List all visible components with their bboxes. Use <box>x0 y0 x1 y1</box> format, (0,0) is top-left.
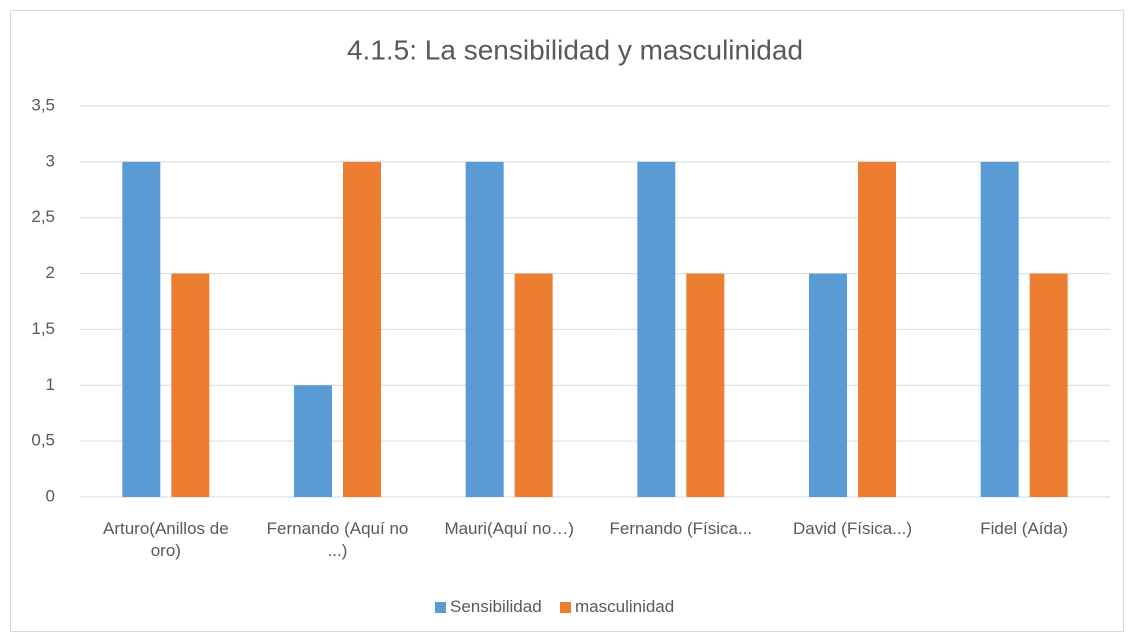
bar <box>858 161 896 497</box>
bar <box>465 161 504 497</box>
y-tick-label: 0 <box>46 486 55 505</box>
y-tick-label: 2,5 <box>31 207 55 226</box>
x-tick-label: Fidel (Aída) <box>980 519 1069 538</box>
legend-label: Sensibilidad <box>450 597 542 616</box>
bar <box>122 161 161 497</box>
y-tick-label: 3,5 <box>31 95 55 114</box>
bar <box>294 385 332 497</box>
bar <box>809 273 847 497</box>
bar <box>637 161 676 497</box>
bar <box>514 273 553 497</box>
x-tick-label: Arturo(Anillos de oro) <box>102 519 229 560</box>
legend-swatch <box>560 602 571 613</box>
y-tick-label: 0,5 <box>31 431 55 450</box>
y-tick-label: 1 <box>46 375 55 394</box>
x-tick-label: Fernando (Física... <box>609 519 753 538</box>
legend-swatch <box>435 602 446 613</box>
y-tick-label: 3 <box>46 151 55 170</box>
x-tick-label: Mauri(Aquí no…) <box>444 519 574 538</box>
bar <box>1029 273 1068 497</box>
legend-label: masculinidad <box>575 597 675 616</box>
x-tick-label: Fernando (Aquí no ...) <box>266 519 409 560</box>
bar <box>980 161 1019 497</box>
bar <box>686 273 725 497</box>
bar <box>343 161 381 497</box>
y-tick-label: 2 <box>46 263 55 282</box>
y-tick-label: 1,5 <box>31 319 55 338</box>
chart-title: 4.1.5: La sensibilidad y masculinidad <box>347 34 803 65</box>
x-tick-label: David (Física...) <box>792 519 913 538</box>
bar <box>171 273 210 497</box>
